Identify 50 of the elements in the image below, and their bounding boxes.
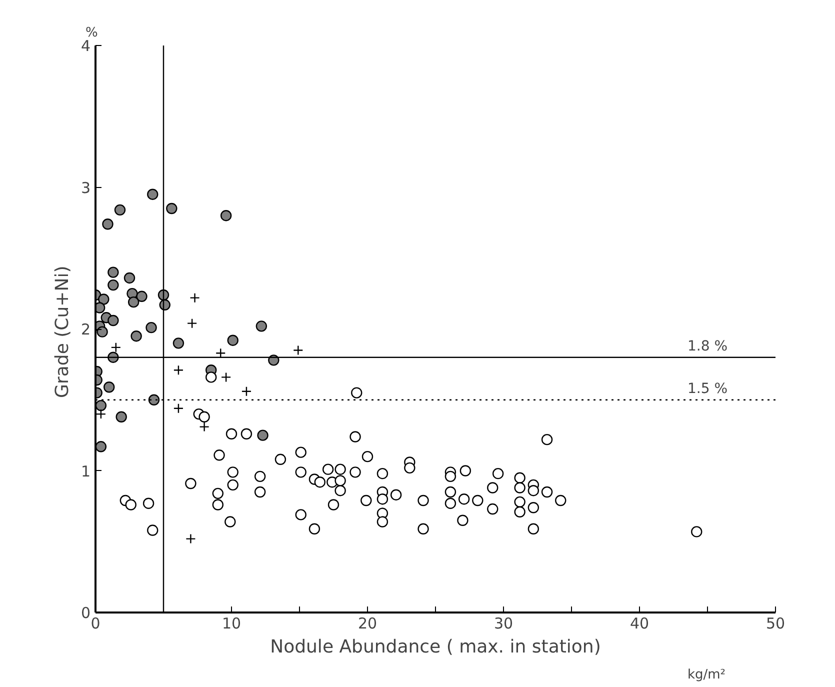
- point: [96, 302, 106, 314]
- point: [173, 365, 184, 376]
- y-tick-label: 1: [80, 462, 91, 480]
- point: [146, 322, 157, 334]
- point: [116, 411, 127, 422]
- point: [128, 296, 140, 308]
- point: [166, 202, 178, 214]
- ref-line-label: 1.5 %: [687, 380, 728, 397]
- y-axis-title: Grade (Cu+Ni): [52, 266, 73, 398]
- point: [136, 290, 148, 302]
- x-tick-label: 10: [222, 614, 242, 632]
- point: [108, 279, 119, 291]
- point: [216, 348, 226, 358]
- point: [96, 400, 107, 412]
- point: [186, 534, 196, 544]
- point: [114, 204, 126, 216]
- point: [199, 422, 210, 432]
- point: [102, 218, 114, 230]
- x-tick-label: 30: [494, 614, 514, 632]
- x-tick-label: 40: [630, 614, 650, 632]
- point: [220, 372, 232, 382]
- point: [96, 326, 108, 338]
- x-tick-label: 20: [358, 614, 378, 632]
- point: [147, 188, 158, 200]
- point: [293, 345, 304, 356]
- point: [108, 314, 119, 326]
- y-tick-label: 3: [80, 178, 91, 197]
- point: [130, 330, 142, 342]
- point: [108, 266, 119, 278]
- text: kg/m²: [687, 668, 726, 682]
- point: [186, 318, 198, 328]
- point: [257, 430, 268, 441]
- point: [104, 382, 115, 393]
- point: [220, 210, 232, 222]
- point: [124, 272, 136, 284]
- point: [172, 338, 184, 349]
- point: [148, 394, 160, 406]
- x-axis-title: Nodule Abundance ( max. in station): [270, 636, 601, 658]
- x-tick-label: 50: [766, 614, 786, 632]
- point: [96, 408, 106, 420]
- point: [256, 320, 268, 332]
- point: [110, 342, 121, 353]
- point: [173, 403, 184, 414]
- point: [241, 386, 252, 396]
- point: [96, 441, 107, 452]
- point: [190, 292, 200, 303]
- ref-line-label: 1.8 %: [687, 338, 728, 354]
- y-tick-label: 2: [80, 320, 91, 338]
- point: [227, 334, 238, 346]
- point: [98, 294, 110, 305]
